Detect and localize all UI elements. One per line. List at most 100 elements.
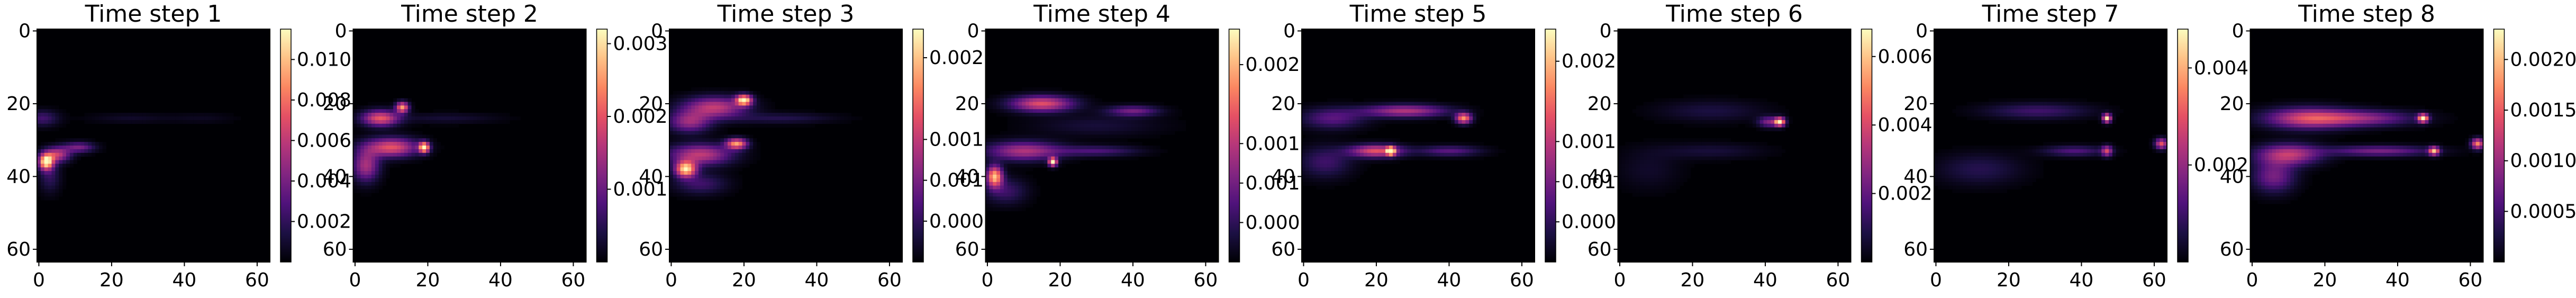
heatmap-cell bbox=[69, 156, 74, 160]
heatmap-cell bbox=[1436, 109, 1440, 113]
heatmap-cell bbox=[1105, 134, 1110, 139]
heatmap-cell bbox=[993, 196, 997, 201]
heatmap-cell bbox=[746, 102, 750, 106]
heatmap-cell bbox=[709, 175, 713, 179]
heatmap-cell bbox=[1014, 167, 1019, 171]
heatmap-cell bbox=[676, 138, 681, 142]
heatmap-cell bbox=[1473, 152, 1477, 157]
heatmap-cell bbox=[1331, 109, 1335, 113]
heatmap-cell bbox=[1374, 146, 1378, 150]
heatmap-cell bbox=[1392, 113, 1397, 117]
heatmap-cell bbox=[433, 149, 438, 153]
heatmap-cell bbox=[2069, 146, 2073, 150]
heatmap-cell bbox=[2087, 113, 2091, 117]
heatmap-cell bbox=[2112, 113, 2117, 117]
heatmap-cell bbox=[713, 185, 717, 189]
heatmap-cell bbox=[1476, 146, 1481, 150]
heatmap-cell bbox=[1371, 160, 1375, 164]
heatmap-cell bbox=[1421, 146, 1426, 150]
heatmap-cell bbox=[2116, 146, 2120, 150]
heatmap-cell bbox=[1327, 167, 1331, 171]
heatmap-cell bbox=[51, 193, 56, 197]
heatmap-cell bbox=[699, 116, 703, 121]
heatmap-cell bbox=[1756, 142, 1761, 146]
heatmap-cell bbox=[989, 196, 993, 201]
heatmap-cell bbox=[1771, 105, 1775, 110]
heatmap-cell bbox=[415, 142, 419, 146]
heatmap-cell bbox=[1338, 146, 1343, 150]
heatmap-cell bbox=[368, 175, 372, 179]
heatmap-cell bbox=[1160, 149, 1164, 153]
panel-title: Time step 7 bbox=[1982, 1, 2119, 28]
heatmap-cell bbox=[1662, 142, 1666, 146]
heatmap-cell bbox=[728, 193, 732, 197]
heatmap-cell bbox=[1683, 94, 1688, 99]
heatmap-cell bbox=[1392, 156, 1397, 160]
heatmap-cell bbox=[2083, 113, 2088, 117]
heatmap-cell bbox=[407, 134, 412, 139]
heatmap-cell bbox=[691, 171, 695, 175]
heatmap-cell bbox=[1458, 152, 1462, 157]
heatmap-cell bbox=[1029, 94, 1033, 99]
heatmap-cell bbox=[48, 196, 52, 201]
heatmap-cell bbox=[673, 94, 677, 99]
heatmap-cell bbox=[728, 113, 732, 117]
heatmap-cell bbox=[687, 164, 692, 168]
heatmap-cell bbox=[1952, 152, 1956, 157]
heatmap-cell bbox=[1051, 142, 1055, 146]
heatmap-cell bbox=[1320, 109, 1324, 113]
heatmap-cell bbox=[51, 185, 56, 189]
heatmap-cell bbox=[1647, 146, 1651, 150]
heatmap-cell bbox=[440, 109, 445, 113]
heatmap-cell bbox=[1051, 94, 1055, 99]
heatmap-cell bbox=[1305, 152, 1310, 157]
heatmap-cell bbox=[382, 109, 386, 113]
heatmap-cell bbox=[1131, 123, 1135, 128]
heatmap-cell bbox=[760, 98, 765, 102]
heatmap-cell bbox=[684, 156, 688, 160]
heatmap-cell bbox=[1353, 175, 1357, 179]
heatmap-cell bbox=[1029, 160, 1033, 164]
heatmap-cell bbox=[778, 123, 783, 128]
heatmap-cell bbox=[1127, 109, 1131, 113]
heatmap-cell bbox=[705, 113, 710, 117]
heatmap-cell bbox=[371, 164, 376, 168]
heatmap-cell bbox=[989, 138, 993, 142]
heatmap-cell bbox=[407, 146, 412, 150]
x-tick-label: 60 bbox=[877, 269, 902, 291]
heatmap-cell bbox=[1759, 152, 1764, 157]
heatmap-cell bbox=[669, 178, 674, 183]
heatmap-cell bbox=[357, 164, 361, 168]
heatmap-cell bbox=[1302, 138, 1306, 142]
heatmap-cell bbox=[1382, 98, 1386, 102]
heatmap-cell bbox=[676, 98, 681, 102]
heatmap-cell bbox=[1069, 98, 1073, 102]
heatmap-cell bbox=[985, 193, 990, 197]
y-tick-label: 0 bbox=[335, 20, 347, 42]
colorbar-tick-label: 0.002 bbox=[613, 106, 668, 128]
colorbar-tick-label: 0.000 bbox=[1246, 212, 1300, 233]
heatmap-cell bbox=[1469, 105, 1473, 110]
heatmap-cell bbox=[84, 113, 88, 117]
heatmap-cell bbox=[1029, 156, 1033, 160]
heatmap-cell bbox=[1668, 175, 1673, 179]
heatmap-cell bbox=[720, 152, 724, 157]
heatmap-cell bbox=[1411, 142, 1415, 146]
heatmap-cell bbox=[2148, 138, 2153, 142]
heatmap-cell bbox=[1400, 105, 1404, 110]
heatmap-cell bbox=[1065, 160, 1070, 164]
heatmap-cell bbox=[1098, 116, 1102, 121]
heatmap-cell bbox=[40, 185, 45, 189]
heatmap-cell bbox=[1098, 113, 1102, 117]
heatmap-cell bbox=[1338, 123, 1343, 128]
heatmap-cell bbox=[1022, 142, 1026, 146]
heatmap-cell bbox=[684, 167, 688, 171]
heatmap-cell bbox=[62, 167, 67, 171]
heatmap-cell bbox=[201, 113, 205, 117]
heatmap-cell bbox=[1080, 146, 1084, 150]
heatmap-cell bbox=[1312, 109, 1317, 113]
heatmap-cell bbox=[728, 134, 732, 139]
heatmap-cell bbox=[691, 160, 695, 164]
heatmap-cell bbox=[1109, 138, 1113, 142]
heatmap-cell bbox=[2028, 98, 2033, 102]
